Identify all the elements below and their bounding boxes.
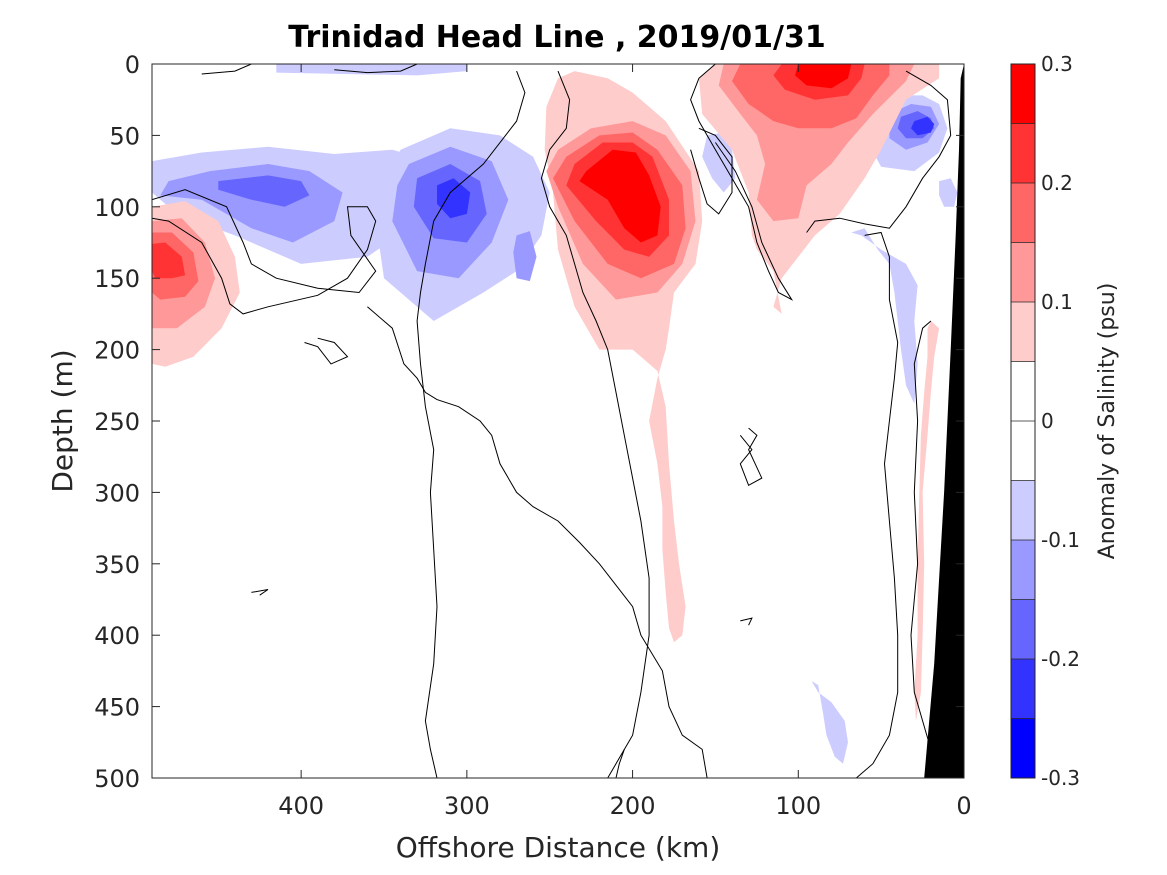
colorbar-tick-label: 0	[1041, 409, 1054, 433]
y-tick-label: 0	[125, 51, 140, 79]
zero-contour-line-6	[540, 70, 650, 778]
y-tick-label: 450	[94, 694, 140, 722]
colorbar-segment	[1011, 123, 1035, 184]
anomaly-region-positive-32	[914, 321, 940, 721]
x-tick-label: 100	[775, 792, 821, 820]
zero-contour-line-4	[367, 306, 708, 778]
zero-contour-line-1	[152, 189, 377, 315]
y-tick-label: 400	[94, 622, 140, 650]
y-tick-label: 150	[94, 265, 140, 293]
zero-contour-line-2	[334, 64, 418, 74]
zero-contour-line-16	[615, 749, 625, 778]
zero-contour-line-15	[740, 617, 753, 626]
x-tick-label: 300	[444, 792, 490, 820]
zero-contour-line-9	[690, 127, 733, 215]
x-tick-label: 0	[956, 792, 971, 820]
y-tick-label: 200	[94, 337, 140, 365]
anomaly-region-negative-4	[218, 175, 310, 207]
zero-contour-line-11	[806, 70, 952, 233]
colorbar-segment	[1011, 421, 1035, 481]
colorbar-tick-label: -0.1	[1041, 528, 1080, 552]
anomaly-region-negative-14	[911, 116, 935, 136]
anomaly-region-negative-15	[939, 178, 958, 207]
zero-contour-line-12	[910, 320, 940, 778]
y-axis-label: Depth (m)	[46, 349, 79, 492]
colorbar-tick-label: 0.1	[1041, 290, 1073, 314]
colorbar-tick-label: -0.3	[1041, 766, 1080, 790]
zero-contour-line-8	[690, 64, 794, 301]
anomaly-region-positive-31	[795, 64, 852, 89]
chart-title: Trinidad Head Line , 2019/01/31	[288, 20, 825, 55]
anomaly-region-positive-21	[152, 242, 186, 279]
x-axis-label: Offshore Distance (km)	[396, 831, 721, 864]
zero-contour-line-13	[739, 427, 763, 487]
colorbar-segment	[1011, 659, 1035, 719]
anomaly-region-negative-17	[811, 680, 848, 764]
colorbar-segment	[1011, 718, 1035, 779]
colorbar-segment	[1011, 540, 1035, 600]
colorbar-segment	[1011, 64, 1035, 124]
colorbar-segment	[1011, 599, 1035, 660]
colorbar-tick-label: 0.2	[1041, 171, 1073, 195]
colorbar-label: Anomaly of Salinity (psu)	[1095, 283, 1120, 560]
colorbar-segment	[1011, 302, 1035, 362]
y-tick-label: 250	[94, 408, 140, 436]
anomaly-region-positive-26	[579, 149, 661, 243]
colorbar: 0.3 0.2 0.1 0 -0.1 -0.2 -0.3	[1010, 52, 1080, 790]
y-tick-label: 350	[94, 551, 140, 579]
colorbar-segment	[1011, 183, 1035, 243]
zero-contour-line-14	[251, 589, 269, 596]
anomaly-region-negative-10	[702, 132, 736, 193]
anomaly-region-negative-9	[513, 231, 537, 282]
colorbar-tick-label: 0.3	[1041, 52, 1073, 76]
y-tick-label: 300	[94, 479, 140, 507]
x-axis: 400 300 200 100 0	[278, 64, 972, 820]
y-tick-label: 500	[94, 765, 140, 793]
y-tick-label: 100	[94, 194, 140, 222]
contour-fill-layer	[152, 64, 958, 764]
x-tick-label: 400	[278, 792, 324, 820]
zero-contour-line-3	[304, 337, 349, 365]
anomaly-region-negative-1	[276, 64, 467, 76]
anomaly-region-negative-8	[437, 178, 471, 219]
zero-contour-line-7	[416, 70, 526, 778]
x-tick-label: 200	[610, 792, 656, 820]
y-axis: 0 50 100 150 200 250 300 350 400 450 500	[94, 51, 964, 793]
zero-contour-layer	[152, 64, 952, 778]
colorbar-segment	[1011, 480, 1035, 541]
land-mask	[924, 64, 964, 778]
colorbar-tick-label: -0.2	[1041, 647, 1080, 671]
y-tick-label: 50	[109, 122, 140, 150]
colorbar-segment	[1011, 242, 1035, 303]
zero-contour-line-5	[201, 64, 252, 75]
colorbar-segment	[1011, 361, 1035, 422]
zero-contour-line-10	[855, 231, 899, 778]
anomaly-region-negative-16	[851, 228, 918, 404]
